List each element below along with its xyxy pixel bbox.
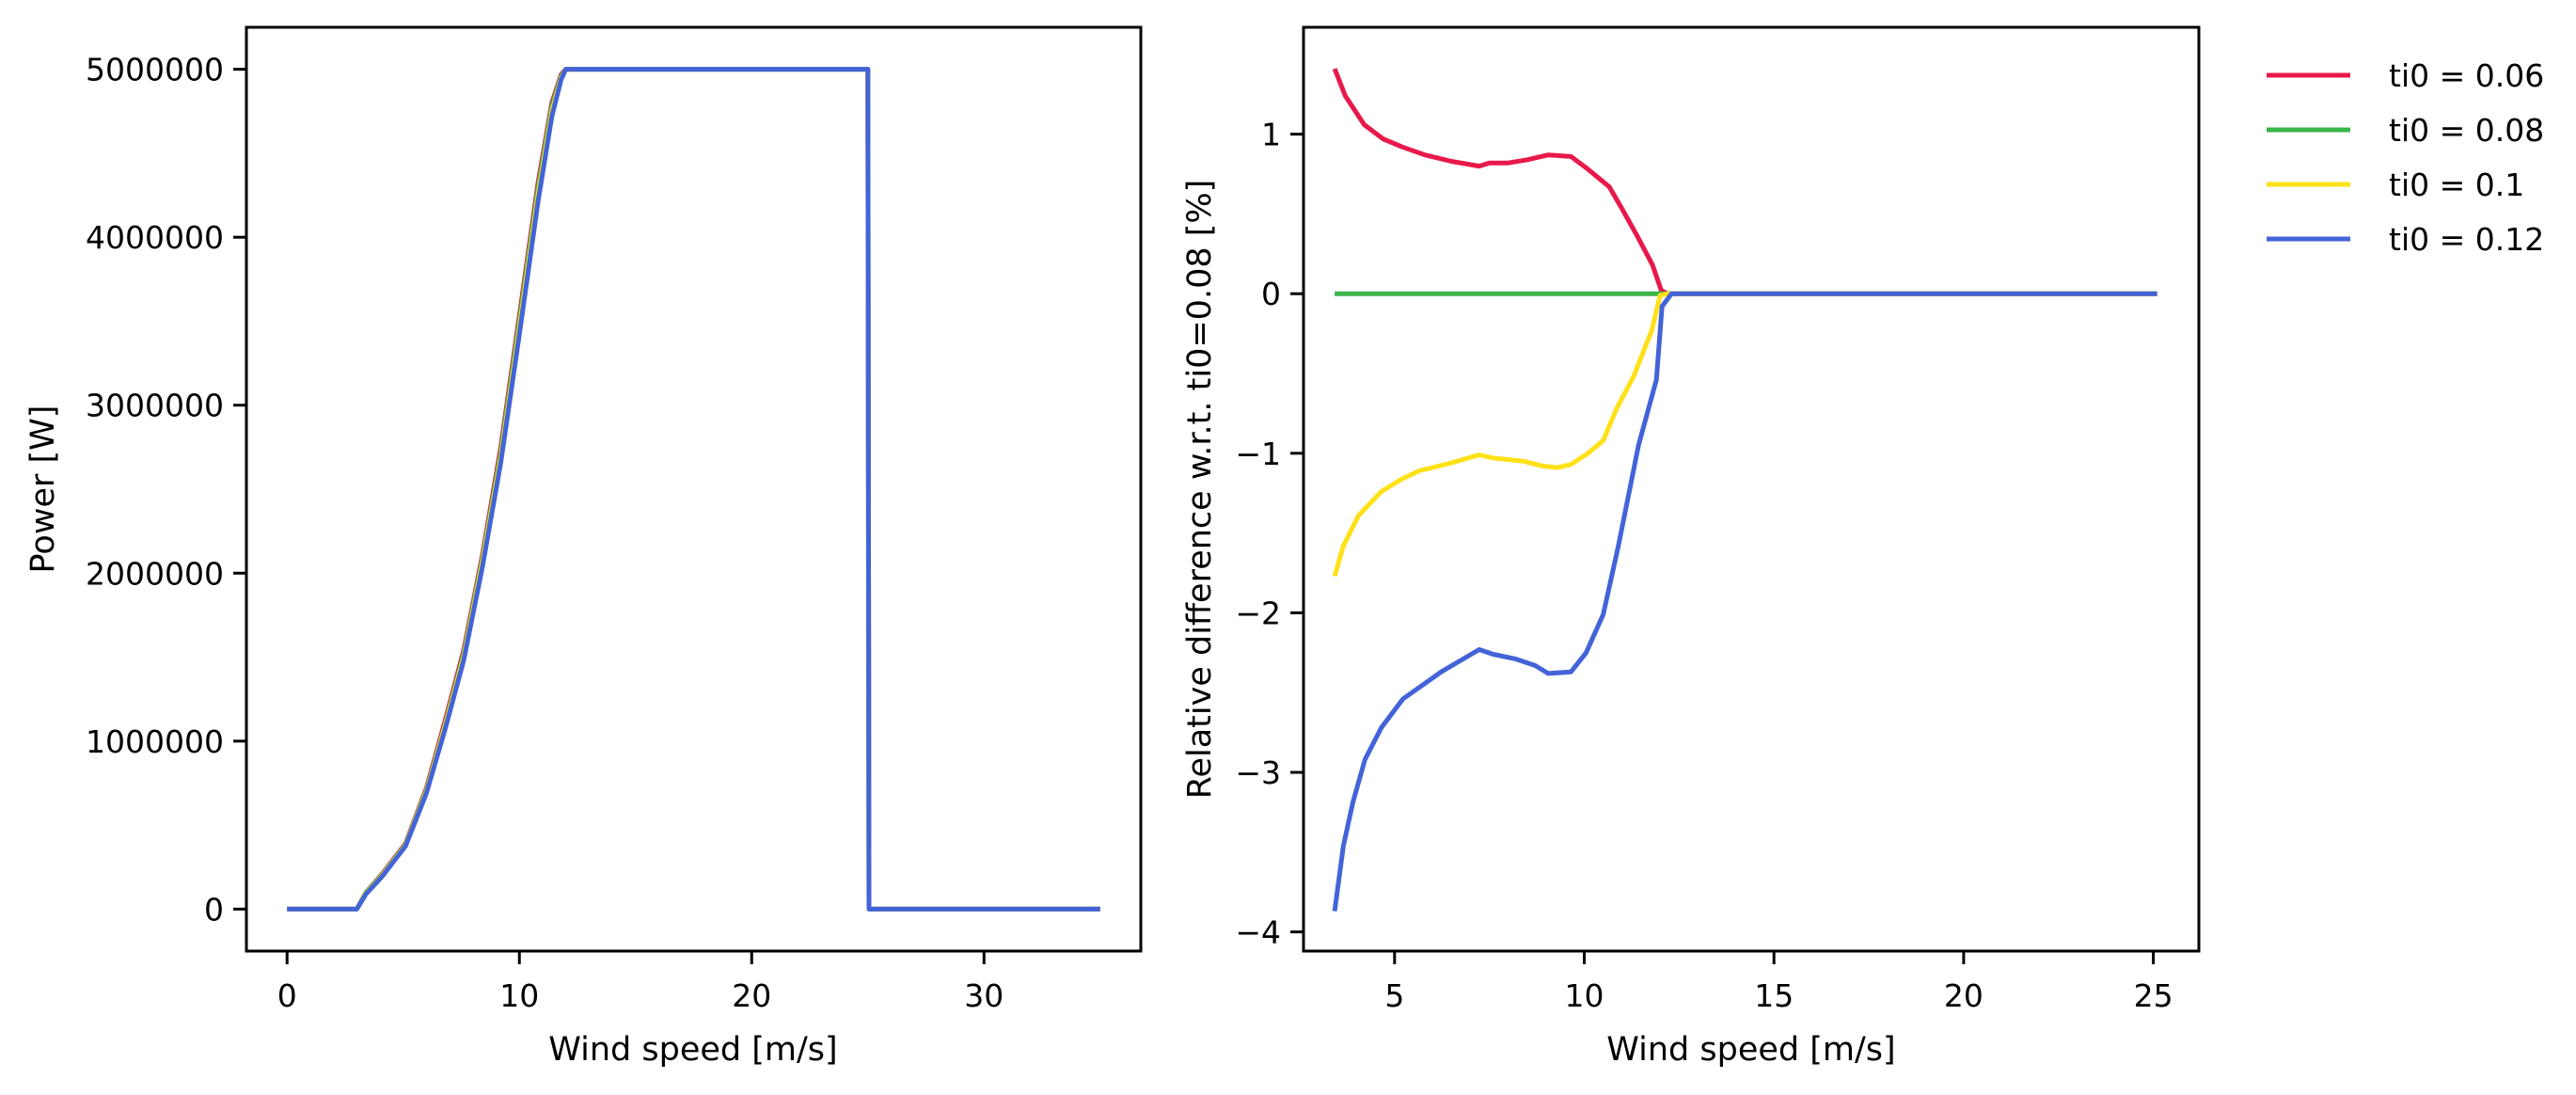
relative-y-tick-label: −2 <box>1235 595 1281 631</box>
power-series-line-00.06 <box>287 67 1100 912</box>
relative-y-tick-label: 1 <box>1261 117 1281 153</box>
relative-x-tick-label: 5 <box>1384 977 1404 1014</box>
legend-label: ti0 = 0.06 <box>2389 57 2544 94</box>
relative-difference-axes: 5 10 15 20 25 −4 −3 −2 −1 0 1 Wind speed [m/s] Re… <box>1181 25 2201 1069</box>
legend-label: ti0 = 0.08 <box>2389 112 2544 149</box>
power-series-line-00.1 <box>287 67 1100 912</box>
power-series-line-00.08 <box>287 67 1100 912</box>
relative-y-ticks: −4 −3 −2 −1 0 1 <box>1235 117 1304 951</box>
relative-x-ticks: 5 10 15 20 25 <box>1384 951 2173 1014</box>
relative-difference-series-layer <box>1332 68 2157 912</box>
relative-y-axis-label: Relative difference w.r.t. ti0=0.08 [%] <box>1181 180 1219 800</box>
relative-y-tick-label: −3 <box>1235 754 1281 791</box>
relative-x-tick-label: 15 <box>1754 977 1794 1014</box>
relative-y-tick-label: 0 <box>1261 276 1281 312</box>
relative-axes-frame <box>1302 25 2201 953</box>
power-x-tick-label: 0 <box>277 977 297 1014</box>
power-y-ticks: 0 1000000 2000000 3000000 4000000 5000000 <box>86 52 246 928</box>
legend-entry: ti0 = 0.1 <box>2267 167 2524 203</box>
relative-series-line-00.12 <box>1332 291 2157 912</box>
power-y-tick-label: 0 <box>204 891 224 928</box>
power-y-axis-label: Power [W] <box>24 405 62 574</box>
power-x-tick-label: 30 <box>964 977 1004 1014</box>
relative-x-tick-label: 20 <box>1944 977 1983 1014</box>
relative-series-line-00.06 <box>1332 68 2157 296</box>
relative-series-line-00.1 <box>1332 291 2157 578</box>
power-curve-axes: 0 10 20 30 0 1000000 2000000 3000000 4000000 500… <box>24 25 1143 1069</box>
power-axes-frame <box>245 25 1143 953</box>
legend-entry: ti0 = 0.06 <box>2267 57 2544 94</box>
power-curve-series-layer <box>287 67 1100 912</box>
relative-x-axis-label: Wind speed [m/s] <box>1606 1031 1895 1069</box>
legend-label: ti0 = 0.12 <box>2389 221 2544 258</box>
power-y-tick-label: 5000000 <box>86 52 224 88</box>
power-series-line-00.12 <box>287 67 1100 912</box>
legend-label: ti0 = 0.1 <box>2389 167 2524 203</box>
power-x-tick-label: 20 <box>732 977 771 1014</box>
relative-y-tick-label: −4 <box>1235 914 1281 951</box>
power-y-tick-label: 3000000 <box>86 388 224 424</box>
legend-entry: ti0 = 0.12 <box>2267 221 2544 258</box>
power-y-tick-label: 4000000 <box>86 219 224 256</box>
legend-entry: ti0 = 0.08 <box>2267 112 2544 149</box>
power-x-axis-label: Wind speed [m/s] <box>548 1031 837 1069</box>
power-x-tick-label: 10 <box>499 977 539 1014</box>
legend: ti0 = 0.06 ti0 = 0.08 ti0 = 0.1 ti0 = 0.… <box>2267 57 2544 258</box>
power-y-tick-label: 2000000 <box>86 555 224 592</box>
relative-x-tick-label: 10 <box>1565 977 1604 1014</box>
power-x-ticks: 0 10 20 30 <box>277 951 1004 1014</box>
power-y-tick-label: 1000000 <box>86 723 224 760</box>
relative-y-tick-label: −1 <box>1235 436 1281 472</box>
relative-x-tick-label: 25 <box>2134 977 2173 1014</box>
